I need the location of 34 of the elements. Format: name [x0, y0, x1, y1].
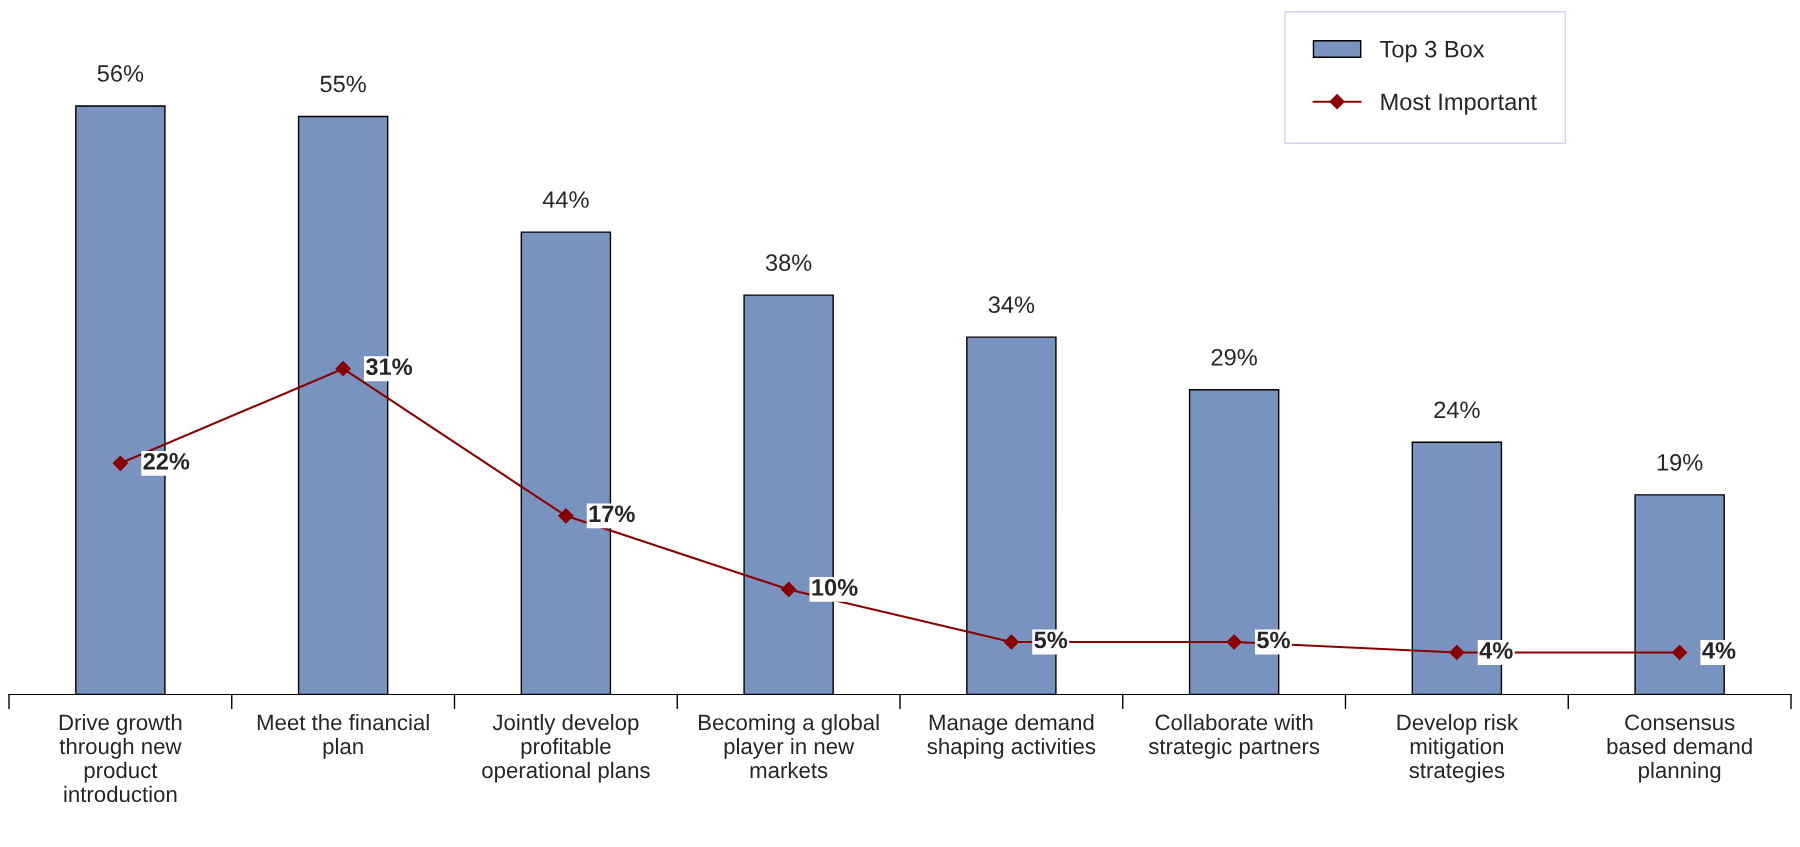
point — [781, 581, 797, 598]
point — [1003, 634, 1019, 650]
data-label: 4% — [1702, 642, 1736, 659]
x-tick-label: Becoming a global player in new markets — [699, 713, 879, 779]
legend-label: Top 3 Box — [1380, 40, 1485, 63]
data-label: 22% — [143, 452, 190, 470]
data-label: 5% — [1034, 631, 1068, 649]
data-label: 10% — [812, 579, 858, 596]
point — [1672, 644, 1688, 661]
data-label: 29% — [1211, 348, 1257, 366]
data-label: 55% — [320, 75, 366, 93]
x-tick-label: Meet the financial plan — [257, 713, 429, 759]
data-label: 4% — [1479, 642, 1513, 659]
data-label: 5% — [1257, 631, 1290, 649]
point — [112, 455, 128, 471]
point — [1449, 644, 1465, 661]
data-label: 17% — [589, 505, 635, 523]
x-tick-label: Collaborate with strategic partners — [1148, 713, 1320, 759]
x-tick-label: Consensus based demand planning — [1607, 714, 1752, 783]
data-label: 38% — [765, 254, 812, 272]
x-tick-label: Manage demand shaping activities — [927, 713, 1096, 759]
data-label: 31% — [365, 358, 413, 376]
point — [335, 361, 351, 377]
x-tick-label: Develop risk mitigation strategies — [1397, 713, 1519, 783]
data-label: 24% — [1434, 401, 1480, 419]
x-tick-label: Drive growth through new product introduction — [59, 713, 182, 803]
x-tick-label: Jointly develop profitable operational plans — [482, 713, 650, 783]
data-label: 44% — [542, 191, 589, 208]
data-label: 34% — [988, 296, 1035, 314]
data-label: 56% — [97, 65, 144, 82]
legend-label: Most Important — [1381, 93, 1537, 115]
data-label: 19% — [1657, 454, 1703, 471]
point — [558, 508, 574, 524]
point — [1226, 634, 1242, 650]
